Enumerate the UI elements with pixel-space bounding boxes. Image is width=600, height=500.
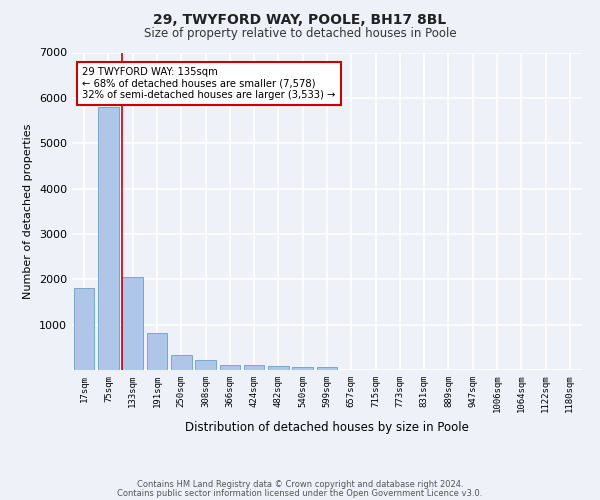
Bar [98,107,119,370]
Bar [122,277,143,370]
Y-axis label: Number of detached properties: Number of detached properties [23,124,34,299]
Bar [146,333,167,370]
Text: Contains public sector information licensed under the Open Government Licence v3: Contains public sector information licen… [118,488,482,498]
Text: Size of property relative to detached houses in Poole: Size of property relative to detached ho… [143,28,457,40]
Bar [220,364,240,370]
Bar [317,367,337,370]
Bar [74,288,94,370]
Text: Contains HM Land Registry data © Crown copyright and database right 2024.: Contains HM Land Registry data © Crown c… [137,480,463,489]
Bar [244,365,265,370]
Bar [292,367,313,370]
Text: 29, TWYFORD WAY, POOLE, BH17 8BL: 29, TWYFORD WAY, POOLE, BH17 8BL [154,12,446,26]
X-axis label: Distribution of detached houses by size in Poole: Distribution of detached houses by size … [185,421,469,434]
Bar [268,366,289,370]
Text: 29 TWYFORD WAY: 135sqm
← 68% of detached houses are smaller (7,578)
32% of semi-: 29 TWYFORD WAY: 135sqm ← 68% of detached… [82,67,335,100]
Bar [171,355,191,370]
Bar [195,360,216,370]
